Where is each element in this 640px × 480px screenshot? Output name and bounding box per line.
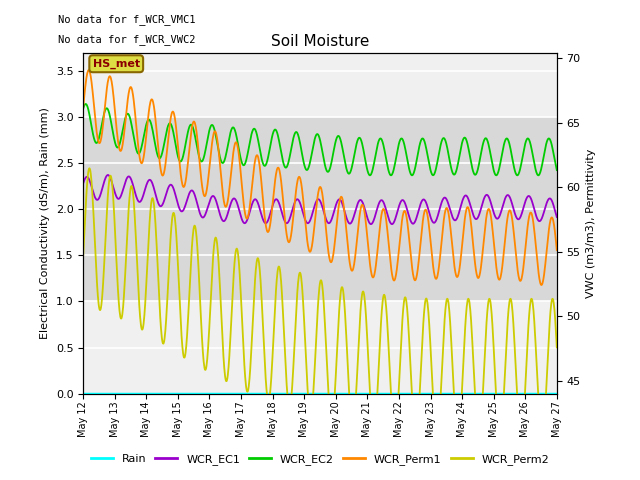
Bar [83, 117, 557, 301]
Y-axis label: Electrical Conductivity (dS/m), Rain (mm): Electrical Conductivity (dS/m), Rain (mm… [40, 107, 50, 339]
Y-axis label: VWC (m3/m3), Permittivity: VWC (m3/m3), Permittivity [586, 148, 596, 298]
Text: No data for f_WCR_VMC1: No data for f_WCR_VMC1 [58, 14, 195, 25]
Text: HS_met: HS_met [93, 59, 140, 69]
Text: No data for f_WCR_VWC2: No data for f_WCR_VWC2 [58, 34, 195, 45]
Legend: Rain, WCR_EC1, WCR_EC2, WCR_Perm1, WCR_Perm2: Rain, WCR_EC1, WCR_EC2, WCR_Perm1, WCR_P… [86, 450, 554, 469]
Title: Soil Moisture: Soil Moisture [271, 34, 369, 49]
